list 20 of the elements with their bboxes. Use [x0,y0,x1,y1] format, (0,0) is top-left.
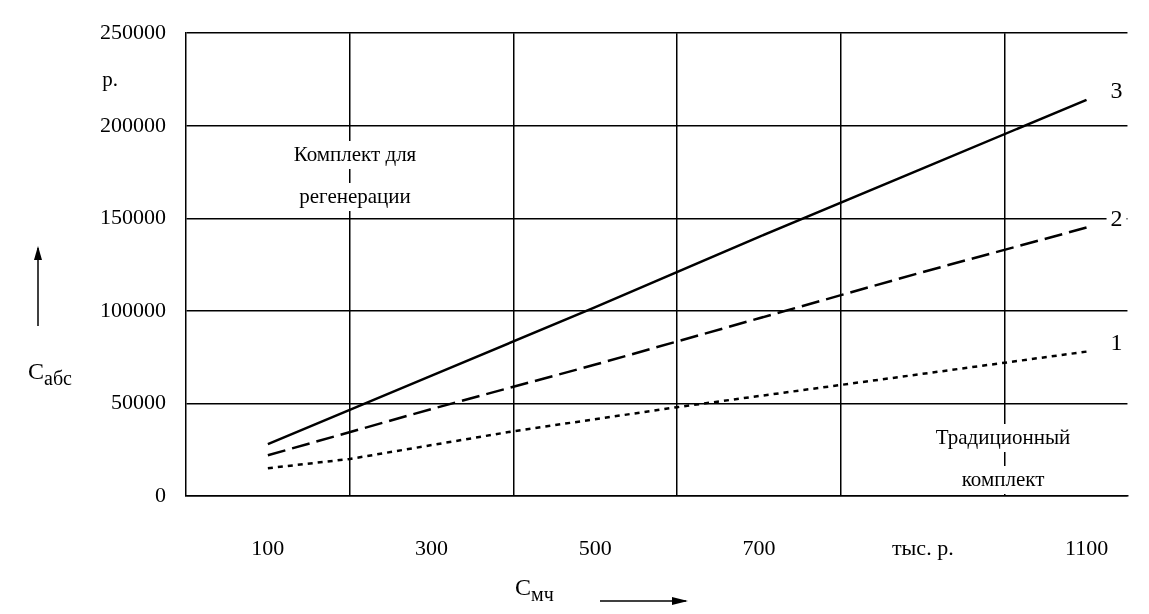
y-tick-label: 0 [155,481,166,507]
y-axis-title: C$_{абс}$ [28,358,72,390]
x-tick-label: 700 [742,534,776,560]
y-tick-label: 250000 [100,18,166,44]
x-axis-title: C$_{мч}$ [515,574,554,607]
annotation: Традиционный комплект [935,424,1071,491]
x-tick-label: 300 [415,534,449,560]
x-tick-label: 500 [578,534,612,560]
y-tick-label: 200000 [100,111,166,137]
y-tick-label: 50000 [111,389,166,415]
x-tick-label: 100 [251,534,285,560]
annotation: Комплект для регенерации [293,141,417,208]
x-tick-label: тыс. р. [891,534,954,560]
text: р. [102,66,118,91]
series-label: 1 [1110,328,1123,355]
y-tick-label: 100000 [100,296,166,322]
y-tick-label: 150000 [100,204,166,230]
series-label: 3 [1110,77,1123,104]
x-tick-label: 1100 [1064,534,1109,560]
series-label: 2 [1110,204,1123,231]
